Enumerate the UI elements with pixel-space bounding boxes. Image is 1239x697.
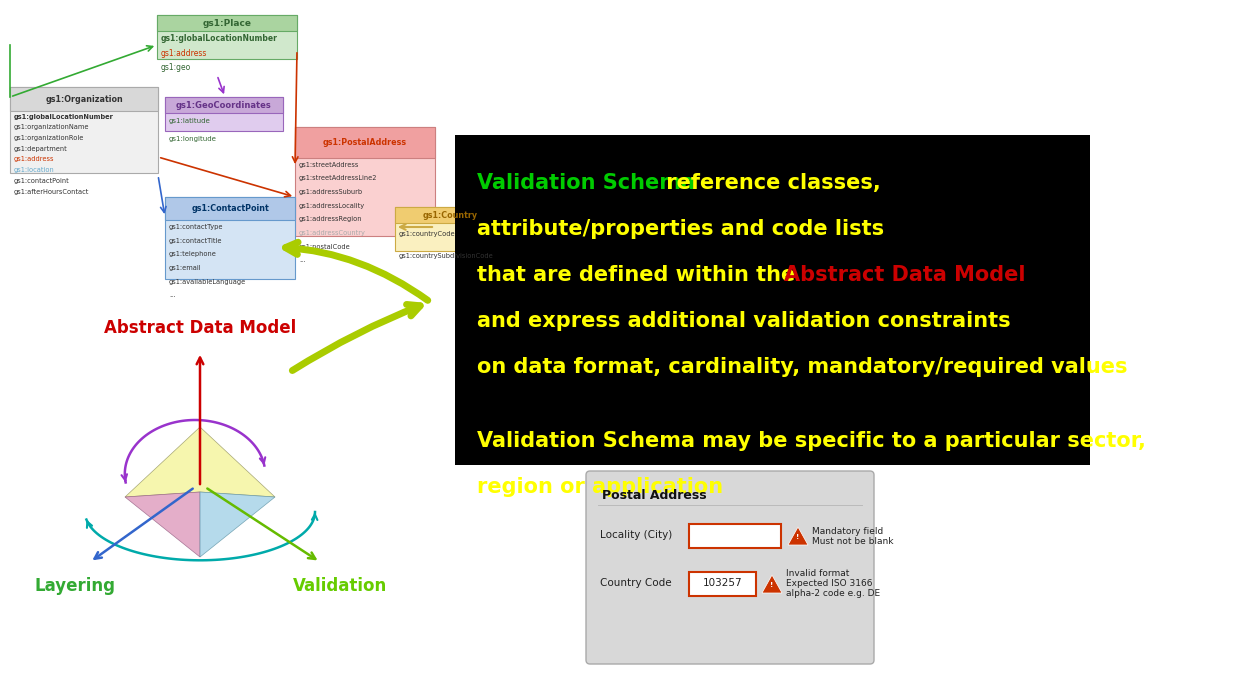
Text: Abstract Data Model: Abstract Data Model: [784, 265, 1026, 285]
Text: gs1:addressSuburb: gs1:addressSuburb: [299, 189, 363, 195]
Text: attribute/properties and code lists: attribute/properties and code lists: [477, 219, 885, 239]
Text: Mandatory field: Mandatory field: [812, 526, 883, 535]
FancyBboxPatch shape: [689, 572, 756, 596]
FancyBboxPatch shape: [586, 471, 873, 664]
Text: region or application: region or application: [477, 477, 724, 496]
Text: Country Code: Country Code: [600, 578, 672, 588]
Text: that are defined within the: that are defined within the: [477, 265, 803, 285]
Text: gs1:contactType: gs1:contactType: [169, 224, 223, 230]
FancyBboxPatch shape: [165, 97, 282, 113]
Text: Validation: Validation: [292, 577, 387, 595]
Text: Validation Schema: Validation Schema: [477, 173, 695, 193]
FancyBboxPatch shape: [157, 15, 297, 31]
Text: Invalid format: Invalid format: [786, 569, 850, 578]
Text: gs1:address: gs1:address: [161, 49, 207, 57]
FancyBboxPatch shape: [165, 197, 295, 220]
Text: Validation Schema may be specific to a particular sector,: Validation Schema may be specific to a p…: [477, 431, 1146, 450]
Text: gs1:location: gs1:location: [14, 167, 55, 173]
Text: gs1:organizationName: gs1:organizationName: [14, 124, 89, 130]
FancyBboxPatch shape: [689, 524, 781, 548]
Text: gs1:latitude: gs1:latitude: [169, 118, 211, 125]
Text: gs1:countryCode: gs1:countryCode: [399, 231, 456, 237]
Text: Must not be blank: Must not be blank: [812, 537, 893, 546]
Text: gs1:availableLanguage: gs1:availableLanguage: [169, 279, 247, 284]
Text: Abstract Data Model: Abstract Data Model: [104, 319, 296, 337]
Polygon shape: [125, 492, 199, 557]
Text: gs1:department: gs1:department: [14, 146, 68, 152]
Text: gs1:afterHoursContact: gs1:afterHoursContact: [14, 189, 89, 194]
FancyBboxPatch shape: [295, 127, 435, 236]
FancyBboxPatch shape: [10, 87, 159, 173]
Text: ...: ...: [169, 292, 176, 298]
Text: gs1:countrySubdivisionCode: gs1:countrySubdivisionCode: [399, 253, 494, 259]
Text: gs1:geo: gs1:geo: [161, 63, 191, 72]
Text: Expected ISO 3166: Expected ISO 3166: [786, 579, 872, 588]
Text: gs1:globalLocationNumber: gs1:globalLocationNumber: [161, 34, 278, 43]
Text: on data format, cardinality, mandatory/required values: on data format, cardinality, mandatory/r…: [477, 357, 1127, 377]
Text: gs1:addressLocality: gs1:addressLocality: [299, 203, 366, 208]
Text: gs1:addressRegion: gs1:addressRegion: [299, 216, 363, 222]
Text: gs1:address: gs1:address: [14, 156, 55, 162]
Polygon shape: [788, 527, 808, 545]
Text: gs1:email: gs1:email: [169, 265, 202, 271]
FancyBboxPatch shape: [157, 15, 297, 59]
Text: gs1:GeoCoordinates: gs1:GeoCoordinates: [176, 100, 271, 109]
Text: gs1:contactPoint: gs1:contactPoint: [14, 178, 69, 184]
FancyBboxPatch shape: [455, 135, 1090, 465]
Text: and express additional validation constraints: and express additional validation constr…: [477, 311, 1011, 331]
FancyBboxPatch shape: [395, 207, 506, 223]
Text: ...: ...: [299, 257, 305, 263]
Text: gs1:streetAddress: gs1:streetAddress: [299, 162, 359, 167]
Text: !: !: [771, 582, 773, 588]
Text: reference classes,: reference classes,: [659, 173, 881, 193]
FancyBboxPatch shape: [165, 97, 282, 131]
Text: gs1:telephone: gs1:telephone: [169, 251, 217, 257]
Polygon shape: [762, 575, 782, 593]
Text: !: !: [797, 534, 799, 540]
Text: Postal Address: Postal Address: [602, 489, 706, 502]
Text: alpha-2 code e.g. DE: alpha-2 code e.g. DE: [786, 588, 880, 597]
Text: Locality (City): Locality (City): [600, 530, 673, 540]
FancyBboxPatch shape: [295, 127, 435, 158]
Polygon shape: [199, 492, 275, 557]
Text: Layering: Layering: [35, 577, 115, 595]
Text: gs1:PostalAddress: gs1:PostalAddress: [323, 138, 408, 147]
Text: gs1:Country: gs1:Country: [422, 210, 477, 220]
Text: gs1:Organization: gs1:Organization: [45, 95, 123, 104]
Text: gs1:postalCode: gs1:postalCode: [299, 243, 351, 250]
Text: gs1:streetAddressLine2: gs1:streetAddressLine2: [299, 175, 378, 181]
Text: gs1:longitude: gs1:longitude: [169, 135, 217, 141]
FancyBboxPatch shape: [395, 207, 506, 251]
Text: gs1:globalLocationNumber: gs1:globalLocationNumber: [14, 114, 114, 120]
Text: 103257: 103257: [704, 578, 743, 588]
Text: gs1:organizationRole: gs1:organizationRole: [14, 135, 84, 141]
Text: gs1:Place: gs1:Place: [202, 19, 252, 27]
Text: gs1:addressCountry: gs1:addressCountry: [299, 230, 366, 236]
FancyBboxPatch shape: [10, 87, 159, 112]
Polygon shape: [125, 427, 275, 497]
Text: gs1:contactTitle: gs1:contactTitle: [169, 238, 223, 243]
Text: gs1:ContactPoint: gs1:ContactPoint: [191, 204, 269, 213]
FancyBboxPatch shape: [165, 197, 295, 279]
